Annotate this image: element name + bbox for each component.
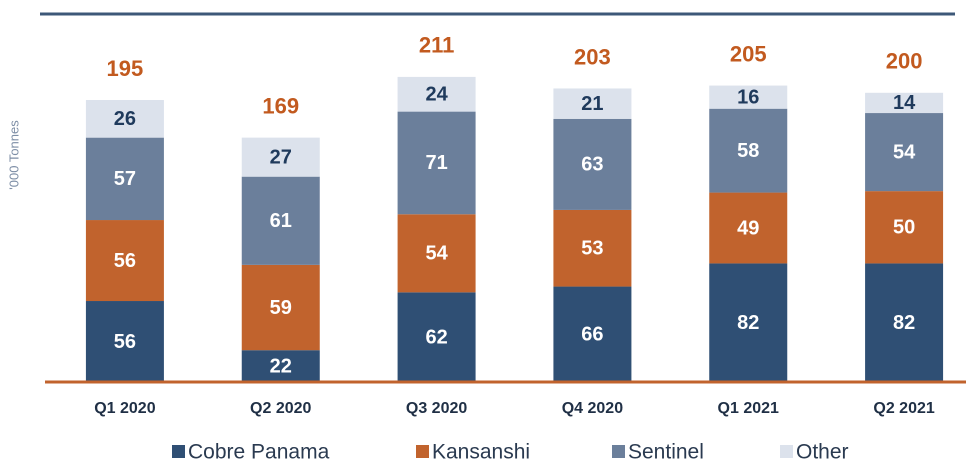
bar-segment	[865, 113, 944, 192]
total-label: 205	[730, 41, 767, 66]
total-label: 203	[574, 44, 611, 69]
data-label: 82	[893, 312, 915, 334]
bar-segment	[709, 108, 788, 193]
bar-segment	[85, 137, 164, 221]
bar-segment	[85, 301, 164, 382]
bar-segment	[709, 263, 788, 382]
data-label: 57	[114, 168, 136, 190]
bar-segment	[241, 350, 320, 382]
bar-segment	[553, 88, 632, 119]
data-label: 53	[581, 238, 603, 260]
legend-label: Kansanshi	[432, 441, 530, 464]
x-tick-label: Q3 2020	[406, 400, 467, 417]
x-tick-label: Q2 2021	[873, 400, 934, 417]
legend-swatch	[780, 445, 793, 458]
x-tick-label: Q1 2020	[94, 400, 155, 417]
data-label: 82	[737, 312, 759, 334]
legend-swatch	[612, 445, 625, 458]
bar-segment	[241, 137, 320, 177]
legend-swatch	[172, 445, 185, 458]
bar-segment	[865, 191, 944, 264]
x-tick-label: Q4 2020	[562, 400, 623, 417]
data-label: 59	[270, 297, 292, 319]
bar-segment	[553, 286, 632, 382]
data-label: 61	[270, 210, 292, 232]
data-label: 27	[270, 146, 292, 168]
data-label: 54	[893, 141, 916, 163]
data-label: 66	[581, 324, 603, 346]
bar-segment	[397, 292, 476, 382]
data-label: 63	[581, 154, 603, 176]
bar-segment	[865, 92, 944, 114]
data-label: 14	[893, 92, 916, 114]
total-label: 200	[886, 49, 923, 74]
data-label: 56	[114, 331, 136, 353]
bar-segment	[865, 263, 944, 382]
bar-segment	[553, 118, 632, 210]
bar-segment	[397, 76, 476, 112]
data-label: 21	[581, 93, 603, 115]
legend-label: Cobre Panama	[188, 441, 330, 464]
data-label: 50	[893, 217, 915, 239]
data-label: 49	[737, 217, 759, 239]
data-label: 58	[737, 140, 759, 162]
bar-segment	[553, 209, 632, 287]
data-label: 22	[270, 355, 292, 377]
total-label: 211	[419, 33, 455, 58]
bar-segment	[397, 214, 476, 293]
bar-segment	[85, 220, 164, 302]
data-label: 24	[425, 84, 448, 106]
data-label: 71	[425, 152, 447, 174]
data-label: 26	[114, 108, 136, 130]
bar-segment	[241, 264, 320, 351]
x-tick-label: Q1 2021	[718, 400, 779, 417]
total-label: 195	[107, 56, 144, 81]
y-axis-label: '000 Tonnes	[6, 120, 21, 190]
bar-segment	[709, 192, 788, 264]
data-label: 62	[425, 326, 447, 348]
bar-segment	[241, 176, 320, 265]
legend-swatch	[416, 445, 429, 458]
data-label: 54	[425, 243, 448, 265]
x-tick-label: Q2 2020	[250, 400, 311, 417]
legend-label: Sentinel	[628, 441, 704, 464]
legend-label: Other	[796, 441, 849, 464]
bar-segment	[85, 100, 164, 138]
bar-segment	[397, 111, 476, 215]
total-label: 169	[262, 93, 299, 118]
data-label: 56	[114, 250, 136, 272]
bar-segment	[709, 85, 788, 109]
data-label: 16	[737, 86, 759, 108]
